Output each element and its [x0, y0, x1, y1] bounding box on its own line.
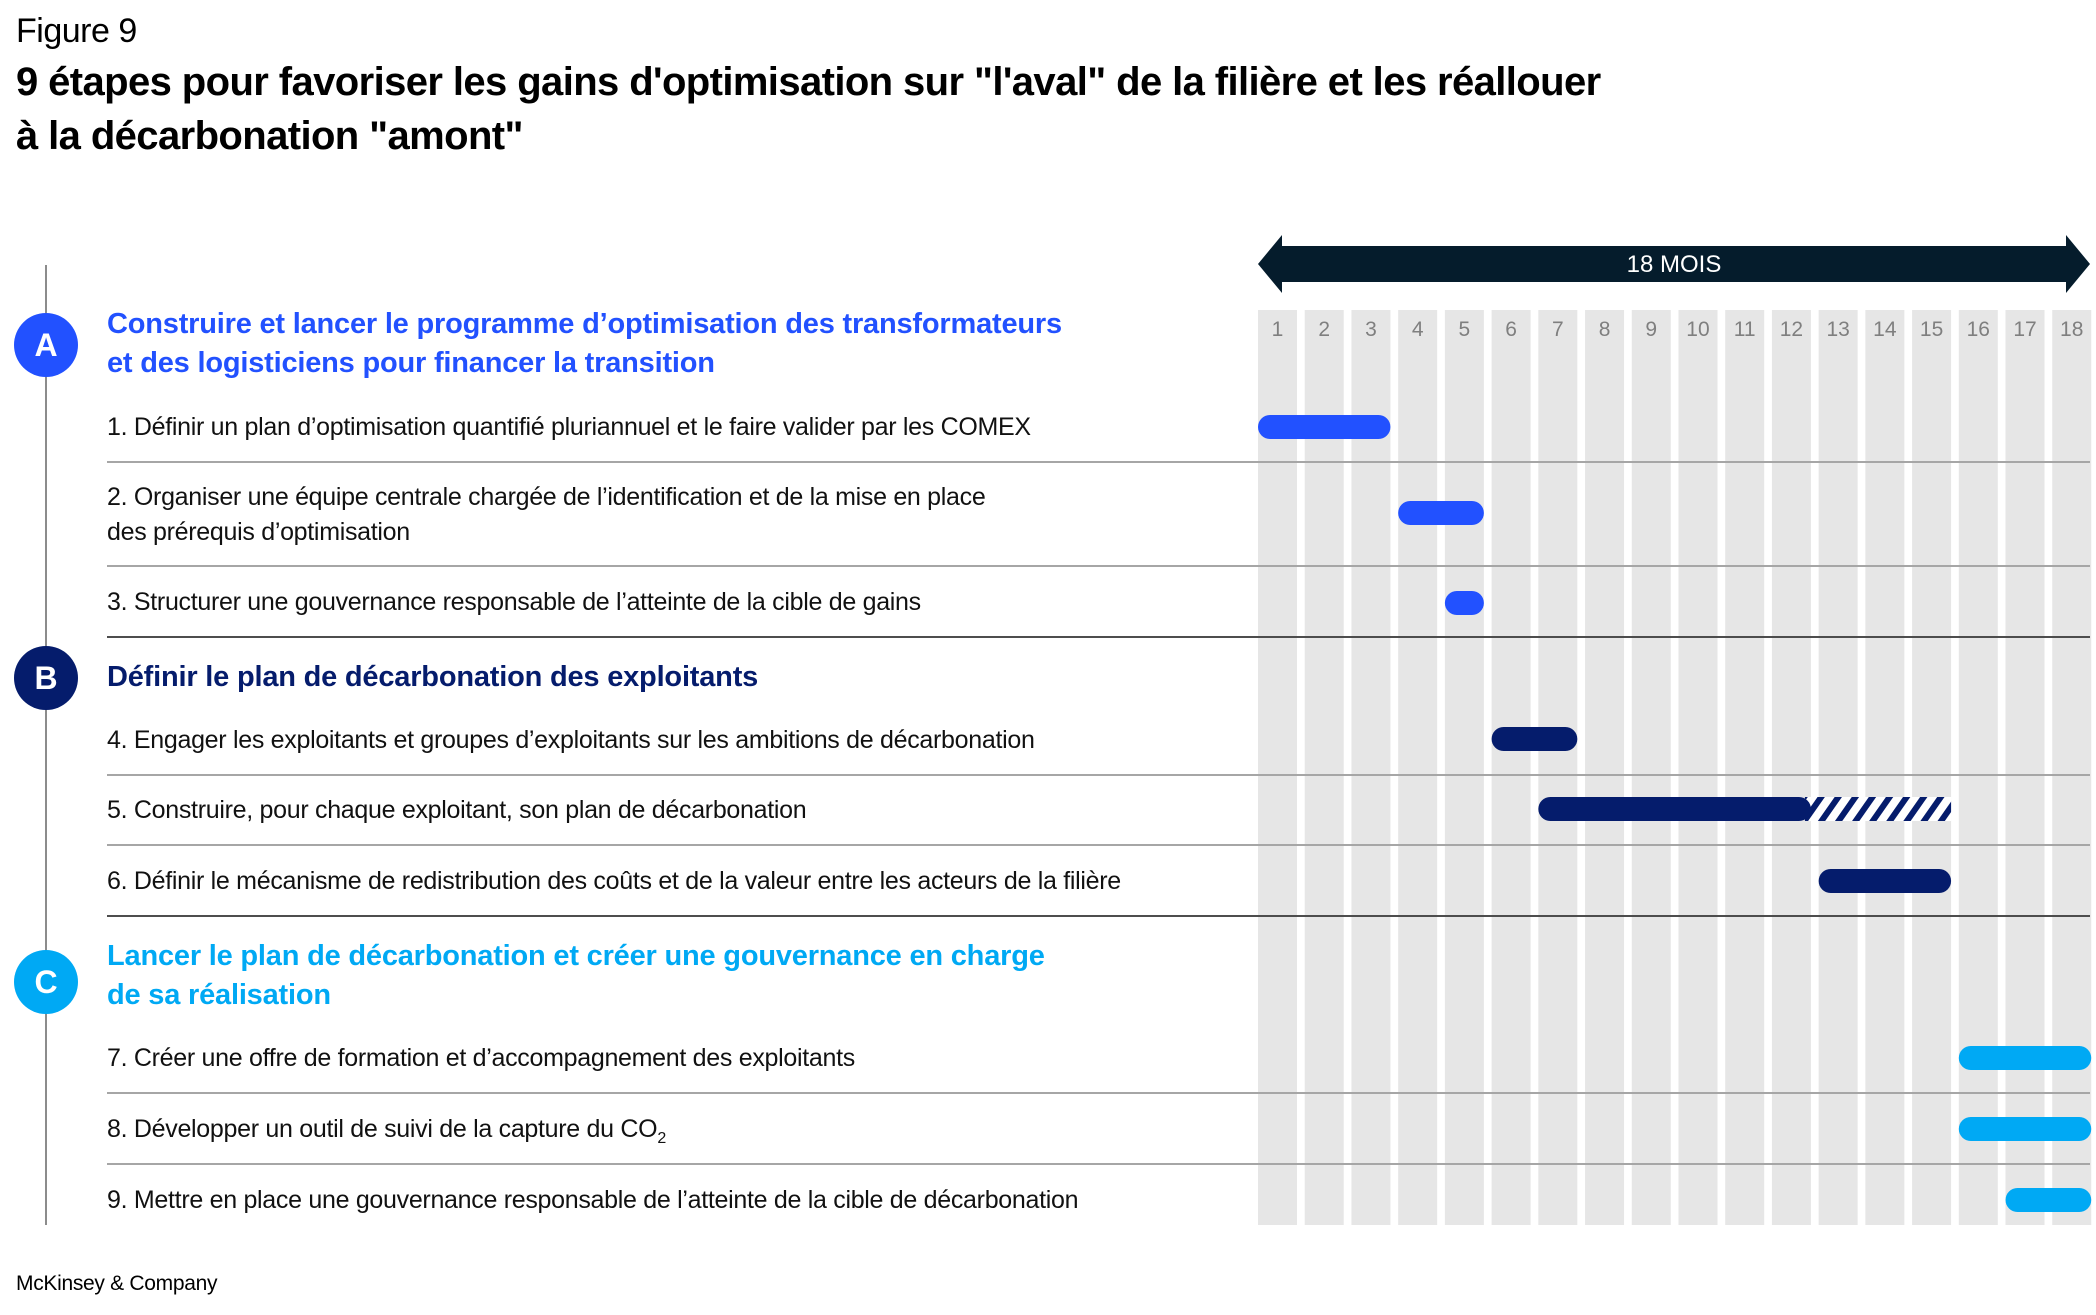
task-8-bar	[1958, 1117, 2092, 1141]
month-column-4	[1398, 310, 1438, 1225]
month-tick-label: 14	[1873, 318, 1897, 341]
row-separator	[107, 844, 2090, 846]
month-column-2	[1304, 310, 1344, 1225]
chart-title-line-2: à la décarbonation "amont"	[16, 114, 523, 158]
month-column-9	[1631, 310, 1671, 1225]
month-column-7	[1538, 310, 1578, 1225]
section-c-letter: C	[34, 963, 58, 1000]
section-separator	[107, 636, 2090, 638]
month-column-8	[1585, 310, 1625, 1225]
task-8-label: 8. Développer un outil de suivi de la ca…	[107, 1112, 666, 1156]
section-a-heading: Construire et lancer le programme d’opti…	[107, 305, 1062, 383]
section-a-heading-line-1: Construire et lancer le programme d’opti…	[107, 308, 1062, 340]
task-6-label: 6. Définir le mécanisme de redistributio…	[107, 867, 1121, 895]
task-4-bar	[1491, 727, 1578, 751]
month-column-11	[1725, 310, 1765, 1225]
section-separator	[107, 915, 2090, 917]
row-separator	[107, 774, 2090, 776]
task-4-label: 4. Engager les exploitants et groupes d’…	[107, 726, 1035, 754]
month-tick-label: 10	[1686, 318, 1709, 341]
month-column-6	[1491, 310, 1531, 1225]
month-tick-label: 15	[1920, 318, 1943, 341]
timeline-label: 18 MOIS	[1627, 251, 1722, 278]
row-separator	[107, 1163, 2090, 1165]
month-tick-label: 4	[1412, 318, 1424, 341]
timeline-vertical-line	[45, 265, 47, 1225]
section-b-heading: Définir le plan de décarbonation des exp…	[107, 658, 758, 697]
task-7-bar	[1958, 1046, 2092, 1070]
section-a-badge: A	[14, 313, 78, 377]
task-5-bar	[1538, 797, 1811, 821]
task-8-subscript: 2	[657, 1130, 666, 1147]
section-c-heading: Lancer le plan de décarbonation et créer…	[107, 937, 1045, 1015]
month-column-12	[1771, 310, 1811, 1225]
task-6-bar	[1818, 869, 1952, 893]
month-column-14	[1865, 310, 1905, 1225]
month-column-17	[2005, 310, 2045, 1225]
task-5-bar-hatched	[1804, 797, 1952, 821]
month-tick-label: 5	[1459, 318, 1471, 341]
month-tick-label: 16	[1967, 318, 1990, 341]
task-7-label: 7. Créer une offre de formation et d’acc…	[107, 1044, 855, 1072]
timeline-arrow	[1258, 235, 2090, 293]
month-tick-label: 13	[1826, 318, 1849, 341]
section-c-badge: C	[14, 950, 78, 1014]
row-separator	[107, 1092, 2090, 1094]
month-tick-label: 1	[1272, 318, 1284, 341]
month-tick-label: 17	[2013, 318, 2036, 341]
month-tick-label: 9	[1645, 318, 1657, 341]
task-2-label-line-1: 2. Organiser une équipe centrale chargée…	[107, 483, 986, 511]
task-9-bar	[2005, 1188, 2092, 1212]
task-3-bar	[1444, 591, 1484, 615]
task-2-label-line-2: des prérequis d’optimisation	[107, 518, 410, 546]
month-tick-label: 12	[1780, 318, 1803, 341]
chart-title-line-1: 9 étapes pour favoriser les gains d'opti…	[16, 60, 1601, 104]
task-2-label: 2. Organiser une équipe centrale chargée…	[107, 480, 986, 550]
month-tick-label: 7	[1552, 318, 1564, 341]
row-separator	[107, 565, 2090, 567]
section-c-heading-line-1: Lancer le plan de décarbonation et créer…	[107, 940, 1045, 972]
row-separator	[107, 461, 2090, 463]
month-column-15	[1912, 310, 1952, 1225]
task-5-label: 5. Construire, pour chaque exploitant, s…	[107, 796, 807, 824]
section-b-heading-line-1: Définir le plan de décarbonation des exp…	[107, 661, 759, 693]
task-2-bar	[1398, 501, 1484, 525]
month-column-16	[1958, 310, 1998, 1225]
section-a-letter: A	[34, 326, 58, 363]
month-tick-label: 18	[2060, 318, 2083, 341]
month-tick-label: 8	[1599, 318, 1611, 341]
task-1-label: 1. Définir un plan d’optimisation quanti…	[107, 413, 1031, 441]
month-tick-label: 6	[1505, 318, 1517, 341]
month-tick-label: 3	[1365, 318, 1377, 341]
task-8-label-text: 8. Développer un outil de suivi de la ca…	[107, 1115, 658, 1143]
month-tick-label: 2	[1318, 318, 1330, 341]
task-9-label: 9. Mettre en place une gouvernance respo…	[107, 1186, 1079, 1214]
month-column-13	[1818, 310, 1858, 1225]
figure-label: Figure 9	[16, 12, 137, 50]
section-c-heading-line-2: de sa réalisation	[107, 979, 331, 1011]
footer-brand: McKinsey & Company	[16, 1272, 218, 1295]
month-column-3	[1351, 310, 1391, 1225]
section-a-heading-line-2: et des logisticiens pour financer la tra…	[107, 347, 715, 379]
section-b-letter: B	[34, 659, 58, 696]
month-tick-label: 11	[1734, 318, 1756, 341]
task-1-bar	[1258, 415, 1391, 439]
task-3-label: 3. Structurer une gouvernance responsabl…	[107, 588, 921, 616]
month-column-10	[1678, 310, 1718, 1225]
month-column-1	[1258, 310, 1297, 1225]
section-b-badge: B	[14, 646, 78, 710]
month-column-5	[1444, 310, 1484, 1225]
month-column-18	[2052, 310, 2092, 1225]
